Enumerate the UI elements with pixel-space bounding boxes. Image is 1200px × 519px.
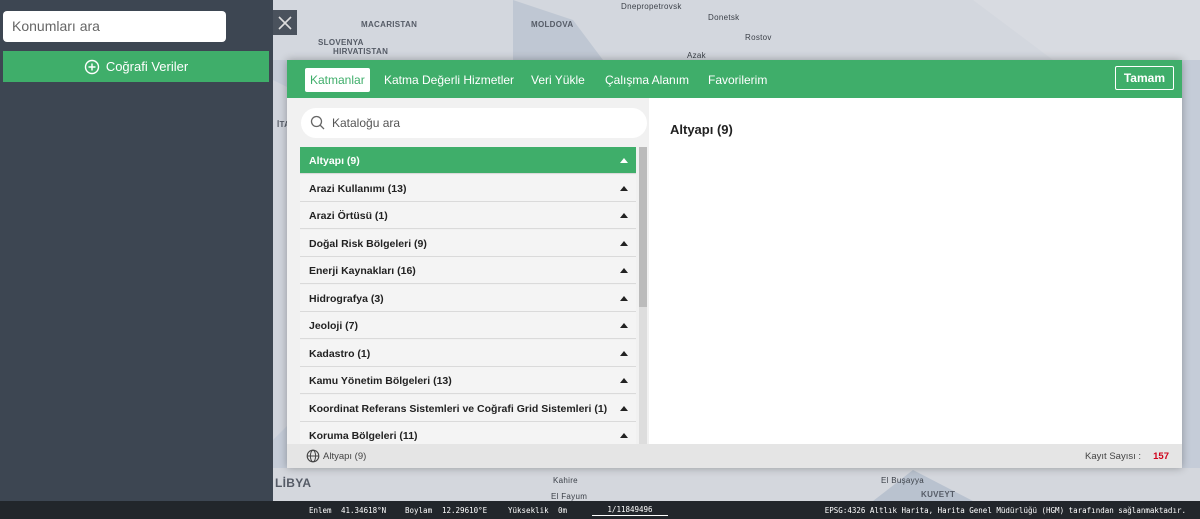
close-icon <box>278 15 292 30</box>
catalog-search[interactable]: Kataloğu ara <box>301 108 647 138</box>
plus-icon <box>84 59 100 74</box>
map-label: Dnepropetrovsk <box>621 2 682 11</box>
map-label: MOLDOVA <box>531 20 574 29</box>
category-label: Arazi Kullanımı (13) <box>309 182 407 195</box>
category-label: Arazi Örtüsü (1) <box>309 210 388 222</box>
button-label: Coğrafi Veriler <box>105 59 189 74</box>
lon-label: Boylam <box>405 506 433 515</box>
map-label: LİBYA <box>275 476 312 490</box>
map-label: El Fayum <box>551 492 588 501</box>
category-label: Hidrografya (3) <box>309 292 384 305</box>
tab[interactable]: Çalışma Alanım <box>605 73 690 87</box>
tab[interactable]: Katma Değerli Hizmetler <box>384 73 515 87</box>
category-item[interactable]: Hidrografya (3) <box>300 284 636 312</box>
chevron <box>620 240 628 246</box>
catalog-panel: Kataloğu ara Altyapı (9) Arazi Kullanımı … <box>287 98 649 444</box>
category-item[interactable]: Arazi Örtüsü (1) <box>300 202 636 229</box>
chevron <box>620 213 628 218</box>
map-label: Rostov <box>745 33 772 42</box>
dialog-header: Katmanlar Katma Değerli Hizmetler Veri Yük… <box>287 60 1182 98</box>
map-label: Donetsk <box>708 13 740 22</box>
record-label: Kayıt Sayısı : <box>1085 451 1141 462</box>
chevron <box>620 268 628 273</box>
scrollbar-thumb[interactable] <box>639 147 647 307</box>
category-item[interactable]: Altyapı (9) <box>300 147 636 174</box>
chevron <box>620 185 628 191</box>
location-search[interactable]: Konumları ara <box>3 11 226 42</box>
detail-title: Altyapı (9) <box>670 122 733 137</box>
scale: 1/11849496 <box>592 505 668 516</box>
done-button[interactable]: Tamam <box>1114 66 1174 90</box>
category-label: Koordinat Referans Sistemleri ve Coğrafi… <box>309 402 608 415</box>
map-label: HIRVATISTAN <box>333 47 389 56</box>
category-list: Altyapı (9) Arazi Kullanımı (13) Arazi Ört… <box>300 147 636 444</box>
chevron <box>620 295 628 301</box>
tab[interactable]: Katmanlar <box>305 68 370 92</box>
map-label: Kahire <box>553 476 578 485</box>
lat: 41.34618°N <box>341 506 387 515</box>
map-label: İTA <box>277 120 291 129</box>
tab[interactable]: Favorilerim <box>708 73 768 87</box>
attribution: EPSG:4326 Altlık Harita, Harita Genel Mü… <box>824 506 1186 515</box>
catalog-dialog: Katmanlar Katma Değerli Hizmetler Veri Yük… <box>287 60 1182 468</box>
map-label: KUVEYT <box>921 490 956 499</box>
dialog-footer: Altyapı (9) Kayıt Sayısı : 157 <box>287 444 1182 468</box>
map-label: Azak <box>687 51 706 60</box>
chevron <box>620 323 628 328</box>
category-label: Enerji Kaynakları (16) <box>309 265 416 277</box>
chevron <box>620 350 628 356</box>
elev-label: Yükseklik <box>508 506 549 515</box>
category-item[interactable]: Doğal Risk Bölgeleri (9) <box>300 229 636 257</box>
category-label: Doğal Risk Bölgeleri (9) <box>309 237 427 250</box>
search-placeholder: Kataloğu ara <box>332 116 401 130</box>
map-label: El Buşayya <box>881 476 925 485</box>
category-item[interactable]: Koruma Bölgeleri (11) <box>300 422 636 444</box>
lon: 12.29610°E <box>442 506 488 515</box>
close-button[interactable] <box>273 10 297 35</box>
category-label: Kamu Yönetim Bölgeleri (13) <box>309 375 452 387</box>
map-label: SLOVENYA <box>318 38 364 47</box>
category-label: Altyapı (9) <box>309 155 360 167</box>
chevron <box>620 378 628 383</box>
category-label: Jeoloji (7) <box>309 320 359 332</box>
map-label: MACARISTAN <box>361 20 418 29</box>
category-label: Kadastro (1) <box>309 347 371 360</box>
chevron <box>620 433 628 438</box>
search-icon <box>310 115 325 130</box>
elev: 0m <box>558 506 568 515</box>
chevron <box>620 158 628 163</box>
category-label: Koruma Bölgeleri (11) <box>309 430 418 442</box>
lat-label: Enlem <box>309 506 332 515</box>
geo-data-button[interactable]: Coğrafi Veriler <box>3 51 269 82</box>
tab[interactable]: Veri Yükle <box>531 73 585 87</box>
sidebar: Konumları ara Coğrafi Veriler <box>0 0 273 519</box>
selected-category: Altyapı (9) <box>323 451 367 462</box>
category-item[interactable]: Kamu Yönetim Bölgeleri (13) <box>300 367 636 394</box>
record-count: 157 <box>1153 451 1169 462</box>
category-item[interactable]: Arazi Kullanımı (13) <box>300 174 636 202</box>
chevron <box>620 405 628 411</box>
category-item[interactable]: Enerji Kaynakları (16) <box>300 257 636 284</box>
status-bar: Enlem 41.34618°N Boylam 12.29610°E Yükse… <box>0 501 1200 519</box>
category-item[interactable]: Koordinat Referans Sistemleri ve Coğrafi… <box>300 394 636 422</box>
globe-icon <box>306 449 320 463</box>
category-item[interactable]: Kadastro (1) <box>300 339 636 367</box>
category-item[interactable]: Jeoloji (7) <box>300 312 636 339</box>
